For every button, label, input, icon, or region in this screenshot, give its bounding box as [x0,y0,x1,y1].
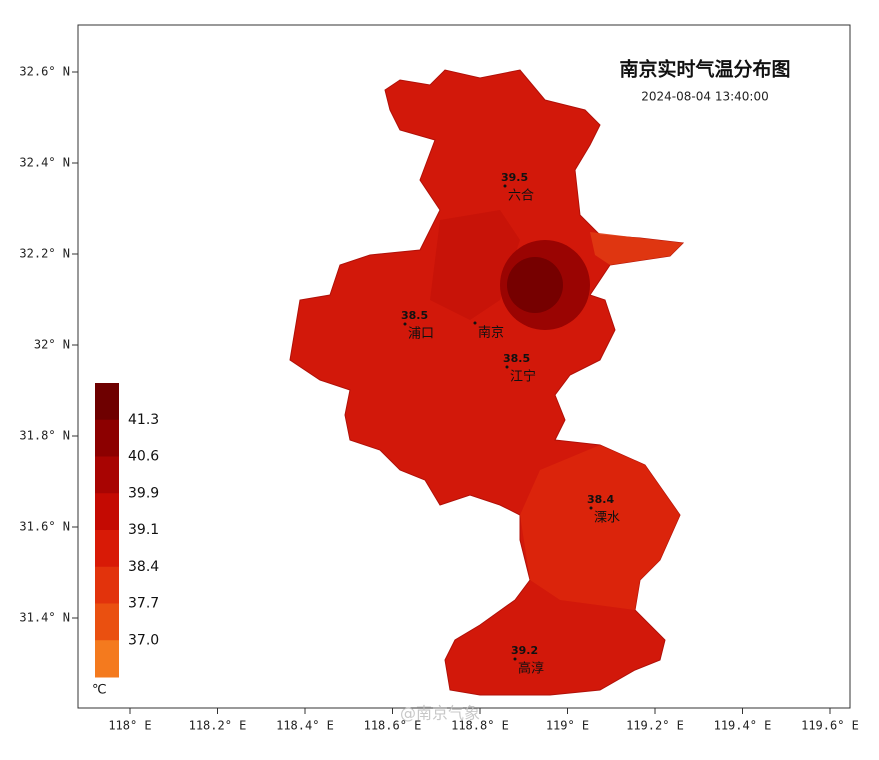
station-value: 39.2 [511,644,538,657]
lon-tick-label: 118.8° E [451,719,509,733]
lon-tick-label: 119.2° E [626,719,684,733]
station-dot [505,365,509,369]
warm-zone [590,232,683,265]
legend-swatch [95,456,119,494]
legend-label: 37.0 [128,632,159,648]
lon-tick-label: 118.4° E [276,719,334,733]
station-dot [403,322,407,326]
lat-tick-label: 32.6° N [19,65,70,79]
lat-tick-label: 32° N [34,338,70,352]
legend-label: 38.4 [128,559,159,575]
lon-tick-label: 118.6° E [364,719,422,733]
map-title: 南京实时气温分布图 [619,58,790,81]
lat-tick-label: 32.2° N [19,247,70,261]
lat-tick-label: 31.8° N [19,429,70,443]
legend-swatch [95,383,119,421]
station-name: 浦口 [408,327,434,342]
lat-tick-label: 31.4° N [19,611,70,625]
legend-label: 39.1 [128,522,159,538]
station-name: 六合 [508,189,534,204]
station-dot [473,321,477,325]
watermark: @南京气象 [400,704,480,723]
lon-tick-label: 119.4° E [714,719,772,733]
legend-swatch [95,566,119,604]
legend-label: 39.9 [128,485,159,501]
station-name: 溧水 [594,511,620,526]
legend-label: 40.6 [128,449,159,465]
station-name: 江宁 [510,369,536,385]
legend-unit: ℃ [92,683,107,698]
legend: 41.3 40.6 39.9 39.1 38.4 37.7 37.0 ℃ [92,383,159,698]
cool-zone [430,210,520,320]
legend-swatch [95,493,119,531]
lon-tick-label: 118° E [108,719,151,733]
lat-tick-label: 32.4° N [19,156,70,170]
station-dot [513,657,517,661]
warm-zone [520,445,680,610]
station-name: 高淳 [518,661,544,677]
legend-label: 37.7 [128,596,159,612]
lon-tick-label: 119.6° E [801,719,859,733]
legend-swatch [95,603,119,641]
station-dot [503,184,507,188]
lon-tick-label: 119° E [546,719,589,733]
timestamp: 2024-08-04 13:40:00 [641,90,768,104]
legend-label: 41.3 [128,412,159,428]
legend-swatch [95,640,119,678]
station-value: 38.5 [503,352,530,365]
hot-zone [507,257,563,313]
station-name: 南京 [478,325,504,341]
legend-swatch [95,530,119,568]
station-value: 38.5 [401,309,428,322]
station-dot [589,506,593,510]
station-value: 38.4 [587,493,614,506]
lon-tick-label: 118.2° E [189,719,247,733]
lat-tick-label: 31.6° N [19,520,70,534]
legend-swatch [95,419,119,457]
station-value: 39.5 [501,171,528,184]
